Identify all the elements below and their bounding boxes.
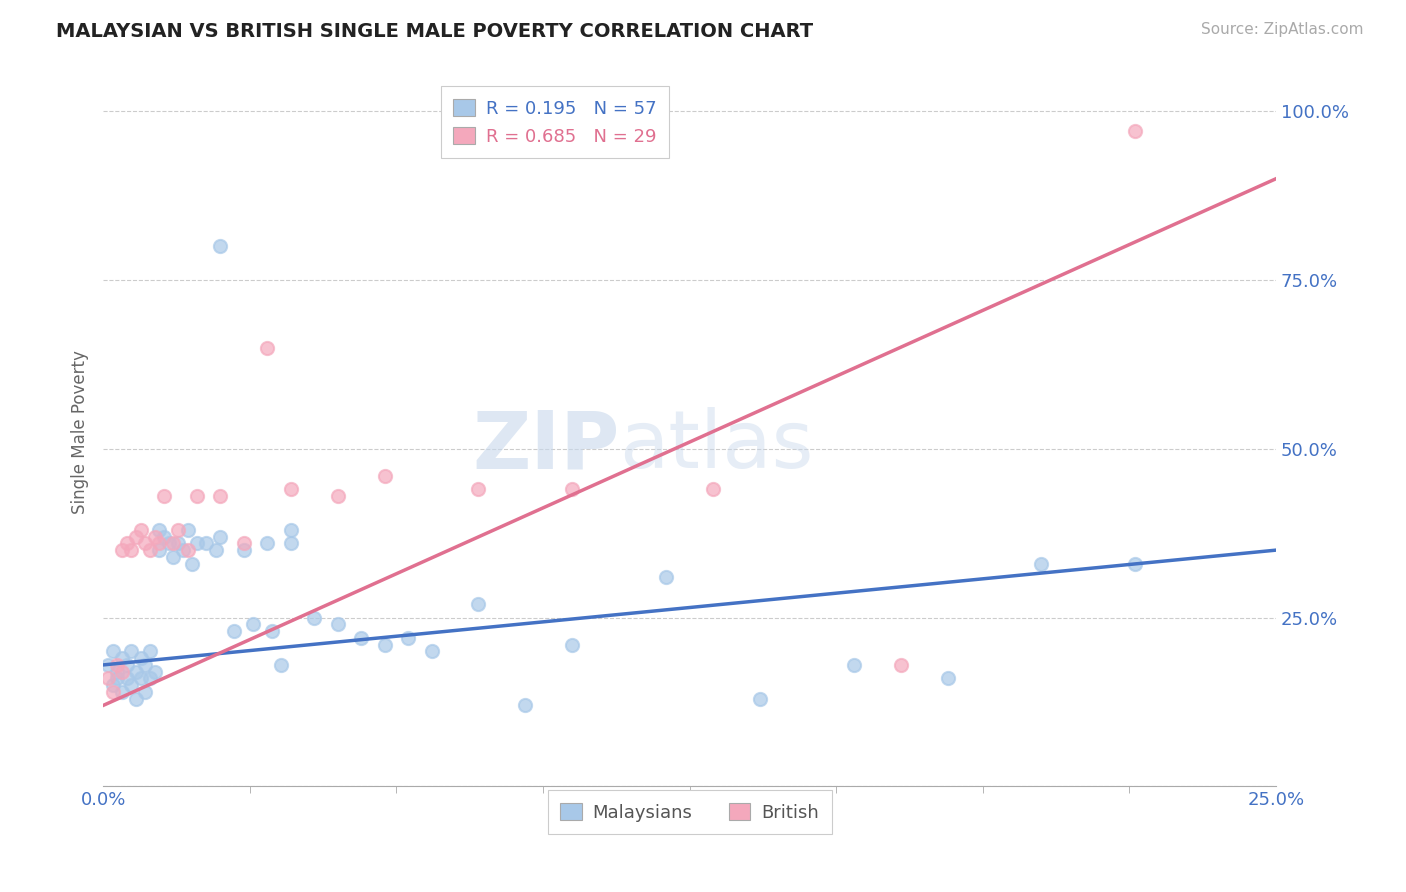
Point	[374, 468, 396, 483]
Point	[209, 530, 232, 544]
Point	[115, 536, 138, 550]
Point	[890, 657, 912, 672]
Point	[134, 685, 156, 699]
Point	[326, 617, 349, 632]
Point	[467, 597, 489, 611]
Point	[204, 543, 226, 558]
Point	[256, 536, 278, 550]
Point	[1123, 557, 1146, 571]
Point	[176, 543, 198, 558]
Point	[270, 657, 292, 672]
Point	[1031, 557, 1053, 571]
Legend: Malaysians, British: Malaysians, British	[547, 790, 831, 834]
Point	[186, 489, 208, 503]
Point	[105, 657, 128, 672]
Point	[125, 691, 148, 706]
Point	[167, 523, 190, 537]
Text: MALAYSIAN VS BRITISH SINGLE MALE POVERTY CORRELATION CHART: MALAYSIAN VS BRITISH SINGLE MALE POVERTY…	[56, 22, 813, 41]
Point	[195, 536, 218, 550]
Point	[176, 523, 198, 537]
Point	[748, 691, 770, 706]
Text: Source: ZipAtlas.com: Source: ZipAtlas.com	[1201, 22, 1364, 37]
Point	[172, 543, 194, 558]
Point	[111, 651, 134, 665]
Point	[374, 638, 396, 652]
Point	[129, 651, 152, 665]
Point	[1123, 124, 1146, 138]
Point	[280, 483, 302, 497]
Text: ZIP: ZIP	[472, 407, 619, 485]
Point	[702, 483, 724, 497]
Point	[120, 678, 142, 692]
Point	[224, 624, 246, 639]
Point	[111, 685, 134, 699]
Point	[232, 543, 254, 558]
Point	[120, 644, 142, 658]
Point	[129, 523, 152, 537]
Point	[232, 536, 254, 550]
Point	[209, 239, 232, 253]
Point	[148, 543, 170, 558]
Point	[134, 536, 156, 550]
Point	[396, 631, 419, 645]
Point	[162, 549, 184, 564]
Point	[101, 678, 124, 692]
Point	[111, 543, 134, 558]
Point	[936, 672, 959, 686]
Point	[125, 530, 148, 544]
Point	[97, 672, 120, 686]
Point	[139, 672, 162, 686]
Point	[134, 657, 156, 672]
Point	[420, 644, 443, 658]
Point	[157, 536, 180, 550]
Point	[302, 610, 325, 624]
Point	[280, 523, 302, 537]
Point	[209, 489, 232, 503]
Point	[148, 536, 170, 550]
Point	[561, 483, 583, 497]
Point	[242, 617, 264, 632]
Y-axis label: Single Male Poverty: Single Male Poverty	[72, 350, 89, 514]
Point	[143, 665, 166, 679]
Point	[256, 341, 278, 355]
Point	[561, 638, 583, 652]
Point	[148, 523, 170, 537]
Point	[105, 665, 128, 679]
Point	[186, 536, 208, 550]
Point	[842, 657, 865, 672]
Point	[181, 557, 204, 571]
Point	[139, 644, 162, 658]
Point	[101, 644, 124, 658]
Point	[467, 483, 489, 497]
Point	[655, 570, 678, 584]
Point	[139, 543, 162, 558]
Point	[115, 672, 138, 686]
Point	[350, 631, 373, 645]
Point	[260, 624, 283, 639]
Point	[167, 536, 190, 550]
Point	[153, 489, 176, 503]
Point	[115, 657, 138, 672]
Point	[125, 665, 148, 679]
Point	[105, 672, 128, 686]
Text: atlas: atlas	[619, 407, 814, 485]
Point	[326, 489, 349, 503]
Point	[129, 672, 152, 686]
Point	[515, 698, 537, 713]
Point	[101, 685, 124, 699]
Point	[280, 536, 302, 550]
Point	[162, 536, 184, 550]
Point	[97, 657, 120, 672]
Point	[111, 665, 134, 679]
Point	[143, 530, 166, 544]
Point	[153, 530, 176, 544]
Point	[120, 543, 142, 558]
